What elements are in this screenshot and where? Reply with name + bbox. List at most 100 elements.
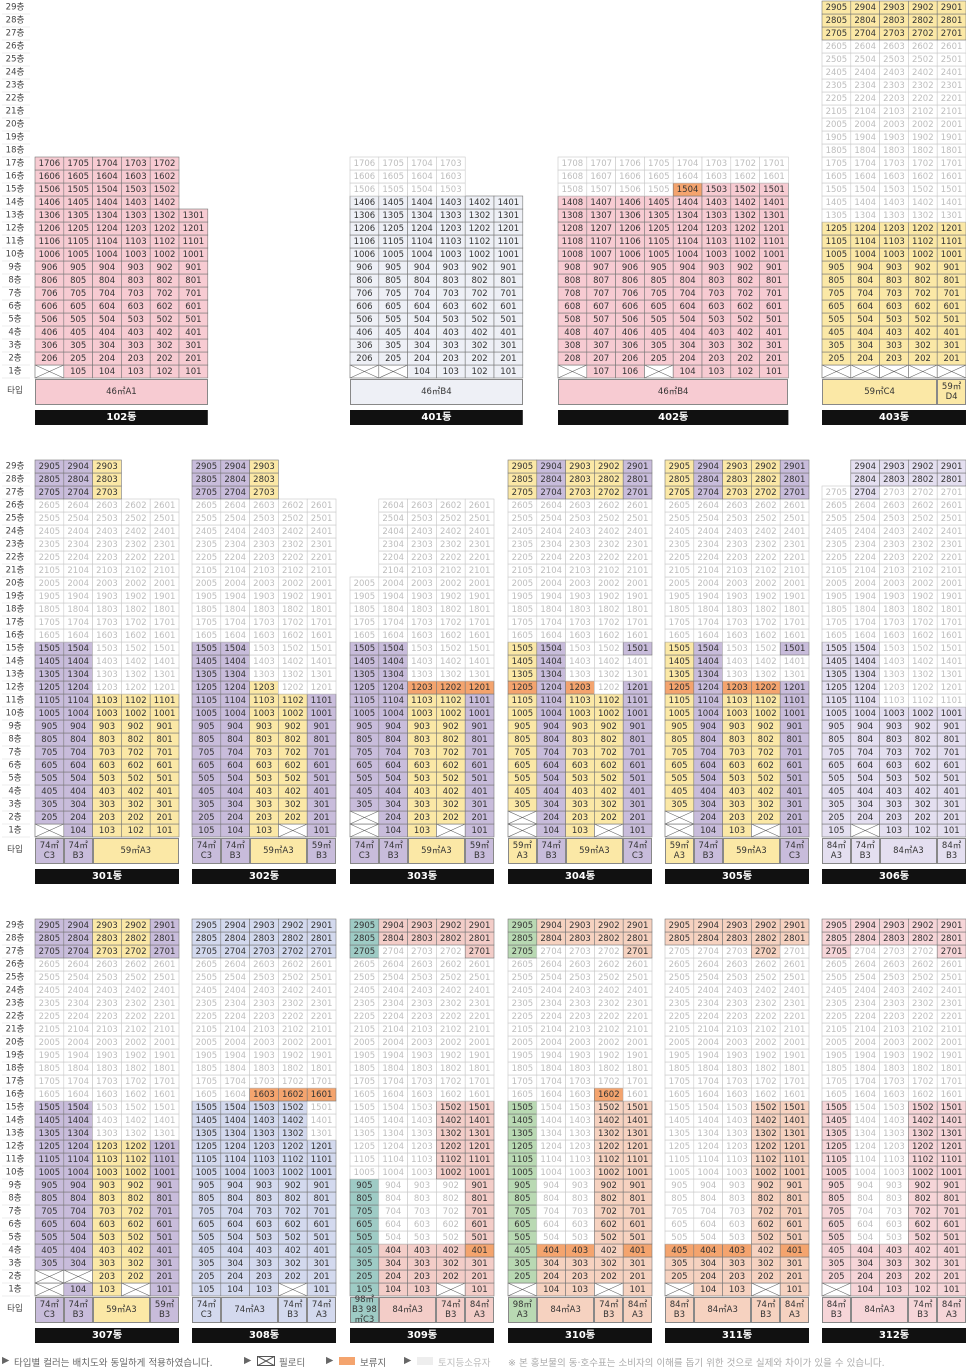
unit-number: 1401 (627, 1116, 649, 1126)
unit-number: 1403 (883, 198, 905, 208)
unit-number: 2903 (883, 3, 905, 13)
unit-number: 1203 (726, 1142, 748, 1152)
unit-number: 2902 (912, 921, 934, 931)
unit-number: 2803 (253, 475, 275, 485)
unit-number: 105 (828, 826, 844, 836)
unit-number: 704 (385, 1207, 401, 1217)
unit-number: 804 (857, 735, 873, 745)
unit-number: 304 (700, 1259, 716, 1269)
type-cell: 59㎡ B3 (465, 838, 494, 864)
unit-number: 1704 (540, 1077, 562, 1087)
floor-label: 9층 (8, 1181, 21, 1191)
unit-number: 902 (915, 722, 931, 732)
unit-number: 103 (99, 826, 115, 836)
unit-number: 1201 (763, 224, 785, 234)
unit-number: 501 (943, 315, 959, 325)
unit-number: 1702 (440, 1077, 462, 1087)
unit-number: 604 (385, 761, 401, 771)
unit-number: 501 (786, 1233, 802, 1243)
unit-number: 2205 (39, 1012, 61, 1022)
unit-number: 2604 (67, 501, 89, 511)
unit-number: 2405 (826, 68, 848, 78)
unit-number: 1503 (706, 185, 728, 195)
unit-number: 2001 (154, 1038, 176, 1048)
unit-number: 2304 (224, 999, 246, 1009)
unit-number: 804 (70, 1194, 86, 1204)
unit-number: 904 (679, 263, 695, 273)
building-name: 102동 (106, 411, 136, 423)
unit-number: 202 (758, 813, 774, 823)
unit-number: 1202 (755, 1142, 777, 1152)
unit-number: 1103 (411, 696, 433, 706)
unit-number: 2805 (196, 475, 218, 485)
unit-number: 2204 (224, 553, 246, 563)
unit-number: 2305 (196, 540, 218, 550)
unit-number: 1201 (627, 1142, 649, 1152)
unit-number: 2001 (627, 579, 649, 589)
unit-number: 405 (671, 787, 687, 797)
unit-number: 2303 (96, 999, 118, 1009)
unit-number: 304 (543, 1259, 559, 1269)
unit-number: 1101 (784, 1155, 806, 1165)
unit-number: 2601 (627, 501, 649, 511)
unit-number: 1005 (669, 709, 691, 719)
unit-number: 1105 (354, 696, 376, 706)
unit-number: 1603 (411, 1090, 433, 1100)
unit-number: 1505 (826, 1103, 848, 1113)
unit-number: 504 (700, 1233, 716, 1243)
unit-number: 1503 (411, 644, 433, 654)
unit-number: 2404 (697, 986, 719, 996)
unit-number: 1002 (755, 1168, 777, 1178)
unit-number: 1704 (854, 1077, 876, 1087)
unit-number: 1701 (154, 1077, 176, 1087)
unit-number: 404 (543, 787, 559, 797)
unit-number: 2601 (311, 501, 333, 511)
unit-number: 2102 (912, 1025, 934, 1035)
unit-number: 403 (572, 787, 588, 797)
floor-label: 6층 (8, 302, 21, 312)
unit-number: 804 (70, 735, 86, 745)
unit-number: 2303 (726, 999, 748, 1009)
unit-number: 904 (385, 1181, 401, 1191)
unit-number: 102 (915, 826, 931, 836)
unit-number: 2601 (469, 501, 491, 511)
unit-number: 1202 (912, 1142, 934, 1152)
unit-number: 802 (915, 276, 931, 286)
unit-number: 505 (356, 774, 372, 784)
unit-number: 301 (629, 1259, 645, 1269)
unit-number: 2503 (411, 514, 433, 524)
unit-number: 204 (543, 813, 559, 823)
unit-number: 1103 (726, 696, 748, 706)
unit-number: 1303 (440, 211, 462, 221)
unit-number: 507 (593, 315, 609, 325)
unit-number: 1005 (826, 709, 848, 719)
unit-number: 1804 (224, 1064, 246, 1074)
unit-number: 302 (443, 800, 459, 810)
unit-number: 2603 (883, 501, 905, 511)
unit-number: 501 (185, 315, 201, 325)
unit-number: 405 (514, 1246, 530, 1256)
unit-number: 1002 (734, 250, 756, 260)
unit-number: 601 (156, 1220, 172, 1230)
unit-number: 1705 (196, 1077, 218, 1087)
type-cell: 98㎡ A3 (508, 1297, 537, 1323)
unit-number: 1902 (912, 1051, 934, 1061)
unit-number: 1004 (854, 709, 876, 719)
unit-number: 1603 (253, 1090, 275, 1100)
unit-number: 1805 (39, 1064, 61, 1074)
unit-number: 2501 (784, 514, 806, 524)
unit-number: 2105 (669, 566, 691, 576)
unit-number: 1003 (569, 709, 591, 719)
type-cell: 59㎡A3 (92, 838, 179, 864)
unit-number: 1505 (669, 644, 691, 654)
unit-number: 203 (708, 354, 724, 364)
unit-number: 1004 (540, 709, 562, 719)
unit-number: 501 (156, 1233, 172, 1243)
unit-number: 706 (41, 289, 57, 299)
unit-number: 2901 (941, 462, 963, 472)
unit-number: 403 (886, 328, 902, 338)
unit-number: 1305 (354, 1129, 376, 1139)
unit-number: 2001 (941, 1038, 963, 1048)
floor-label: 27층 (6, 947, 25, 957)
unit-number: 1207 (590, 224, 612, 234)
